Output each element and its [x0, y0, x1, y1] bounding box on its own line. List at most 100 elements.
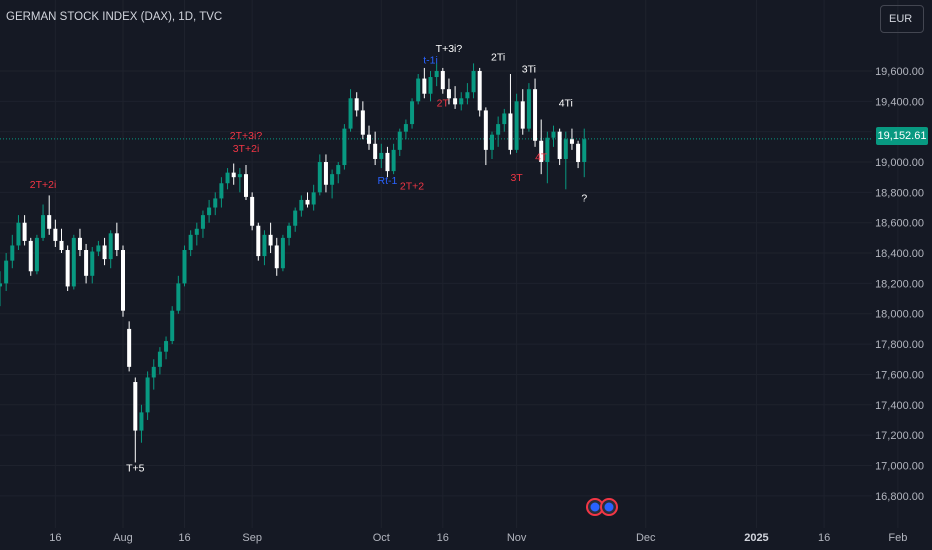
candle-body: [416, 78, 421, 102]
candle-body: [157, 351, 162, 367]
event-marker-core: [604, 502, 614, 512]
candle-body: [434, 70, 439, 78]
candle-body: [182, 250, 187, 284]
candle-body: [225, 172, 230, 184]
currency-button[interactable]: EUR: [880, 5, 924, 33]
candle-body: [490, 134, 494, 150]
candle-body: [477, 70, 482, 111]
annotation-label: Rt-1: [378, 175, 398, 187]
chart-title: GERMAN STOCK INDEX (DAX), 1D, TVC: [6, 11, 223, 23]
candle-body: [280, 237, 285, 269]
y-tick-label: 19,000.00: [875, 157, 924, 169]
x-tick-label: Oct: [373, 532, 390, 544]
x-tick-label: 16: [818, 532, 830, 544]
x-axis: 16 Aug 16 Sep Oct 16 Nov Dec 2025 16 Feb: [49, 532, 907, 544]
candle-body: [231, 172, 236, 178]
candle-body: [274, 245, 279, 269]
candle-body: [213, 198, 218, 208]
last-price-label: 19,152.61: [876, 127, 928, 145]
annotation-label: 4Ti: [559, 98, 573, 110]
candle-body: [465, 92, 470, 99]
candle-body: [557, 131, 562, 159]
candle-body: [428, 77, 433, 94]
candle-body: [403, 124, 408, 132]
candle-body: [139, 412, 144, 431]
candle-body: [397, 131, 402, 150]
candle-body: [250, 196, 255, 226]
candle-body: [237, 174, 242, 178]
candle-body: [114, 233, 119, 251]
candle-body: [59, 240, 64, 251]
event-markers[interactable]: [586, 498, 618, 516]
candle-body: [133, 382, 138, 431]
x-tick-label: 2025: [744, 532, 768, 544]
y-tick-label: 17,000.00: [875, 460, 924, 472]
candle-body: [582, 139, 587, 163]
candle-body: [53, 228, 58, 241]
x-tick-label: 16: [437, 532, 449, 544]
candle-body: [108, 233, 113, 260]
candle-body: [354, 98, 359, 111]
candle-body: [305, 199, 310, 205]
candle-body: [10, 245, 15, 261]
y-tick-label: 18,000.00: [875, 309, 924, 321]
candle-body: [256, 225, 261, 257]
candle-body: [360, 110, 365, 135]
x-tick-label: 16: [49, 532, 61, 544]
annotation-label: 4T: [535, 151, 548, 163]
candles: [0, 63, 587, 463]
candle-body: [200, 215, 205, 229]
candle-body: [330, 174, 335, 185]
candle-body: [526, 89, 531, 129]
candle-body: [323, 162, 328, 185]
candle-body: [207, 207, 212, 216]
candle-body: [483, 110, 488, 150]
annotation-label: 3Ti: [522, 63, 536, 75]
candle-body: [453, 98, 458, 105]
y-tick-label: 18,600.00: [875, 218, 924, 230]
event-marker-icon[interactable]: [600, 498, 618, 516]
candle-body: [367, 134, 371, 144]
y-tick-label: 17,200.00: [875, 430, 924, 442]
y-tick-label: 16,800.00: [875, 491, 924, 503]
y-tick-label: 17,400.00: [875, 400, 924, 412]
candle-body: [336, 165, 341, 175]
candle-body: [287, 225, 292, 238]
annotation-label: T+5: [126, 463, 145, 475]
candle-body: [533, 89, 538, 141]
candle-body: [410, 101, 415, 125]
x-tick-label: Feb: [888, 532, 907, 544]
candle-body: [563, 139, 568, 159]
candle-body: [34, 237, 39, 272]
candle-body: [385, 152, 390, 172]
candle-body: [268, 234, 273, 246]
annotation-label: 2T+2i: [30, 179, 57, 191]
candle-body: [373, 143, 378, 159]
candle-body: [508, 113, 513, 150]
candle-body: [379, 152, 384, 159]
y-tick-label: 18,200.00: [875, 278, 924, 290]
candle-body: [317, 162, 322, 193]
candle-body: [47, 215, 52, 229]
candle-body: [539, 140, 544, 163]
candle-body: [551, 131, 556, 138]
candle-body: [170, 310, 175, 342]
x-tick-label: Nov: [507, 532, 527, 544]
annotation-label: 3T: [510, 172, 523, 184]
x-tick-label: Dec: [636, 532, 656, 544]
x-tick-label: 16: [178, 532, 190, 544]
candle-body: [16, 222, 21, 246]
candle-body: [127, 328, 132, 367]
y-tick-label: 18,800.00: [875, 187, 924, 199]
candle-body: [22, 222, 27, 241]
candle-body: [299, 199, 304, 211]
candle-body: [244, 174, 248, 197]
candle-body: [545, 137, 550, 163]
candle-body: [262, 234, 267, 257]
candle-body: [102, 245, 107, 260]
candle-body: [576, 143, 581, 163]
annotation-label: 2T+3i?: [230, 130, 263, 142]
x-tick-label: Aug: [113, 532, 133, 544]
event-marker-core: [590, 502, 600, 512]
